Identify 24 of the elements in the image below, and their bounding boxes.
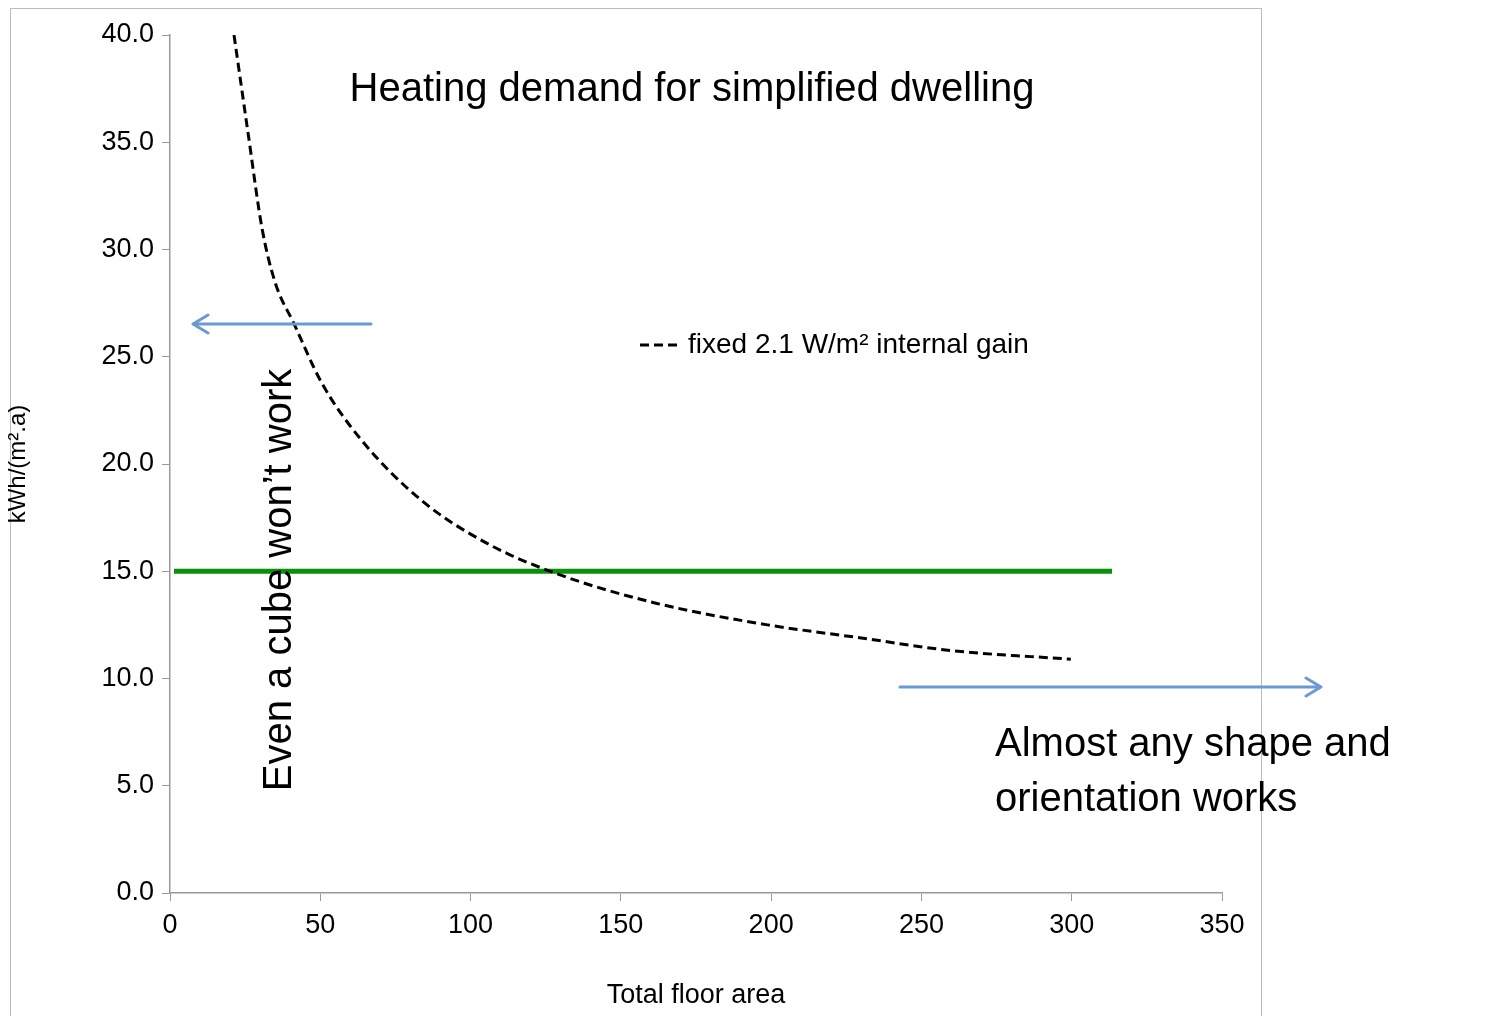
y-axis-title: kWh/(m².a) <box>3 404 31 524</box>
annotation: Almost any shape and orientation works <box>995 720 1391 820</box>
legend-label: fixed 2.1 W/m² internal gain <box>688 327 1029 359</box>
y-tick-label: 10.0 <box>101 661 154 692</box>
x-tick-label: 200 <box>748 908 794 939</box>
x-tick-label: 300 <box>1049 908 1095 939</box>
y-tick-label: 35.0 <box>101 125 154 156</box>
x-tick-label: 350 <box>1199 908 1245 939</box>
y-tick-label: 25.0 <box>101 340 154 371</box>
x-tick-label: 100 <box>448 908 494 939</box>
text: Heating demand for simplified dwelling <box>349 65 1035 110</box>
x-tick-label: 50 <box>305 908 336 939</box>
annotation: Even a cube won’t work <box>255 367 300 792</box>
line-series <box>232 35 1073 661</box>
y-tick-label: 15.0 <box>101 554 154 585</box>
x-tick-label: 0 <box>162 908 178 939</box>
x-tick-label: 150 <box>598 908 644 939</box>
x-axis-title: Total floor area <box>606 979 787 1010</box>
x-tick-label: 250 <box>898 908 944 939</box>
y-tick-label: 0.0 <box>116 876 154 907</box>
y-tick-label: 5.0 <box>116 769 154 800</box>
y-tick-label: 20.0 <box>101 447 154 478</box>
y-tick-label: 30.0 <box>101 232 154 263</box>
y-tick-label: 40.0 <box>101 18 154 49</box>
